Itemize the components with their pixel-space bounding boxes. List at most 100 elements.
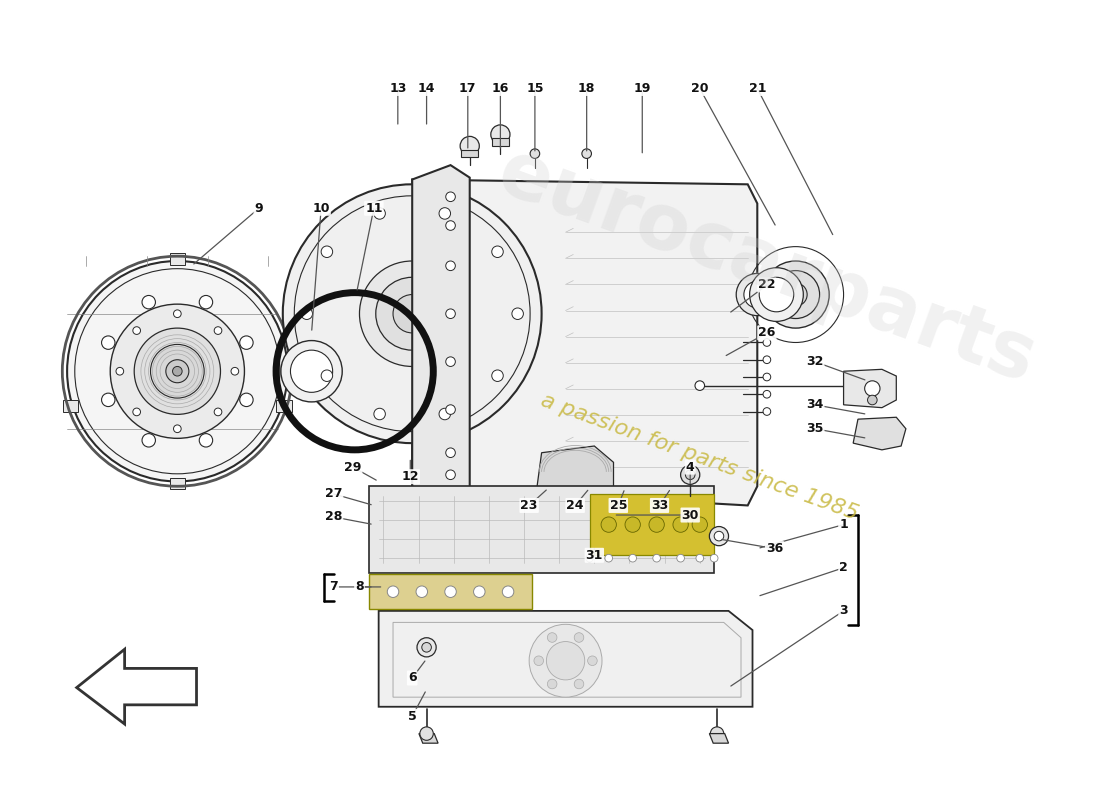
Circle shape (67, 261, 287, 482)
Circle shape (240, 393, 253, 406)
Circle shape (711, 727, 724, 740)
Circle shape (685, 470, 695, 479)
Polygon shape (63, 400, 78, 412)
Circle shape (534, 656, 543, 666)
Circle shape (417, 638, 437, 657)
Circle shape (446, 309, 455, 318)
Circle shape (692, 517, 707, 532)
Circle shape (763, 373, 771, 381)
Circle shape (240, 336, 253, 350)
Polygon shape (412, 179, 757, 506)
Text: 7: 7 (329, 581, 338, 594)
Circle shape (214, 326, 222, 334)
Polygon shape (169, 478, 185, 489)
Text: 36: 36 (766, 542, 783, 555)
Text: a passion for parts since 1985: a passion for parts since 1985 (538, 390, 861, 525)
Circle shape (492, 246, 504, 258)
Circle shape (301, 308, 312, 319)
Circle shape (585, 554, 593, 562)
Circle shape (446, 448, 455, 458)
Circle shape (865, 381, 880, 396)
Circle shape (387, 586, 399, 598)
Text: 29: 29 (344, 461, 362, 474)
Text: 8: 8 (355, 581, 364, 594)
Circle shape (420, 727, 433, 740)
Text: 35: 35 (806, 422, 824, 435)
Polygon shape (169, 254, 185, 265)
Text: 20: 20 (691, 82, 708, 95)
Circle shape (512, 308, 524, 319)
Circle shape (360, 261, 465, 366)
Text: 19: 19 (634, 82, 651, 95)
Polygon shape (370, 486, 714, 573)
Circle shape (582, 149, 592, 158)
Circle shape (321, 246, 332, 258)
Circle shape (601, 517, 616, 532)
Circle shape (446, 470, 455, 479)
Polygon shape (537, 446, 614, 496)
Text: 25: 25 (609, 499, 627, 512)
Text: 2: 2 (839, 562, 848, 574)
Text: 34: 34 (806, 398, 824, 411)
Circle shape (142, 434, 155, 447)
Circle shape (714, 531, 724, 541)
Text: 10: 10 (312, 202, 330, 214)
Circle shape (625, 517, 640, 532)
Circle shape (444, 586, 456, 598)
Text: 26: 26 (758, 326, 776, 339)
Circle shape (321, 370, 332, 382)
Text: 33: 33 (651, 499, 668, 512)
Circle shape (116, 367, 123, 375)
Polygon shape (77, 650, 197, 724)
Polygon shape (419, 734, 438, 743)
Circle shape (673, 517, 689, 532)
Circle shape (696, 554, 704, 562)
Circle shape (710, 526, 728, 546)
Text: 3: 3 (839, 604, 848, 618)
Circle shape (439, 208, 451, 219)
Text: 11: 11 (365, 202, 383, 214)
Circle shape (280, 341, 342, 402)
Text: 1: 1 (839, 518, 848, 531)
Circle shape (174, 310, 182, 318)
Text: 12: 12 (402, 470, 419, 483)
Circle shape (142, 295, 155, 309)
Circle shape (587, 656, 597, 666)
Text: 13: 13 (389, 82, 407, 95)
Circle shape (199, 434, 212, 447)
Circle shape (166, 360, 189, 382)
Polygon shape (710, 734, 728, 743)
Circle shape (492, 370, 504, 382)
Circle shape (214, 408, 222, 416)
Circle shape (744, 281, 771, 308)
Polygon shape (854, 418, 906, 450)
Text: 14: 14 (418, 82, 436, 95)
Circle shape (763, 356, 771, 363)
Circle shape (133, 326, 141, 334)
Circle shape (529, 624, 602, 697)
Circle shape (649, 517, 664, 532)
Circle shape (711, 554, 718, 562)
Polygon shape (492, 138, 509, 146)
Text: 30: 30 (682, 509, 698, 522)
Circle shape (173, 366, 183, 376)
Text: 17: 17 (459, 82, 476, 95)
Polygon shape (461, 150, 478, 158)
Circle shape (868, 395, 877, 405)
Circle shape (763, 338, 771, 346)
Polygon shape (844, 370, 896, 408)
Circle shape (101, 336, 116, 350)
Circle shape (446, 405, 455, 414)
Circle shape (736, 274, 779, 316)
Text: eurocarparts: eurocarparts (487, 133, 1046, 398)
Circle shape (762, 261, 829, 328)
Circle shape (474, 586, 485, 598)
Circle shape (749, 268, 803, 322)
Circle shape (446, 261, 455, 270)
Circle shape (283, 184, 541, 443)
Circle shape (763, 408, 771, 415)
Circle shape (547, 642, 585, 680)
Circle shape (231, 367, 239, 375)
Text: 24: 24 (566, 499, 584, 512)
Circle shape (574, 679, 584, 689)
